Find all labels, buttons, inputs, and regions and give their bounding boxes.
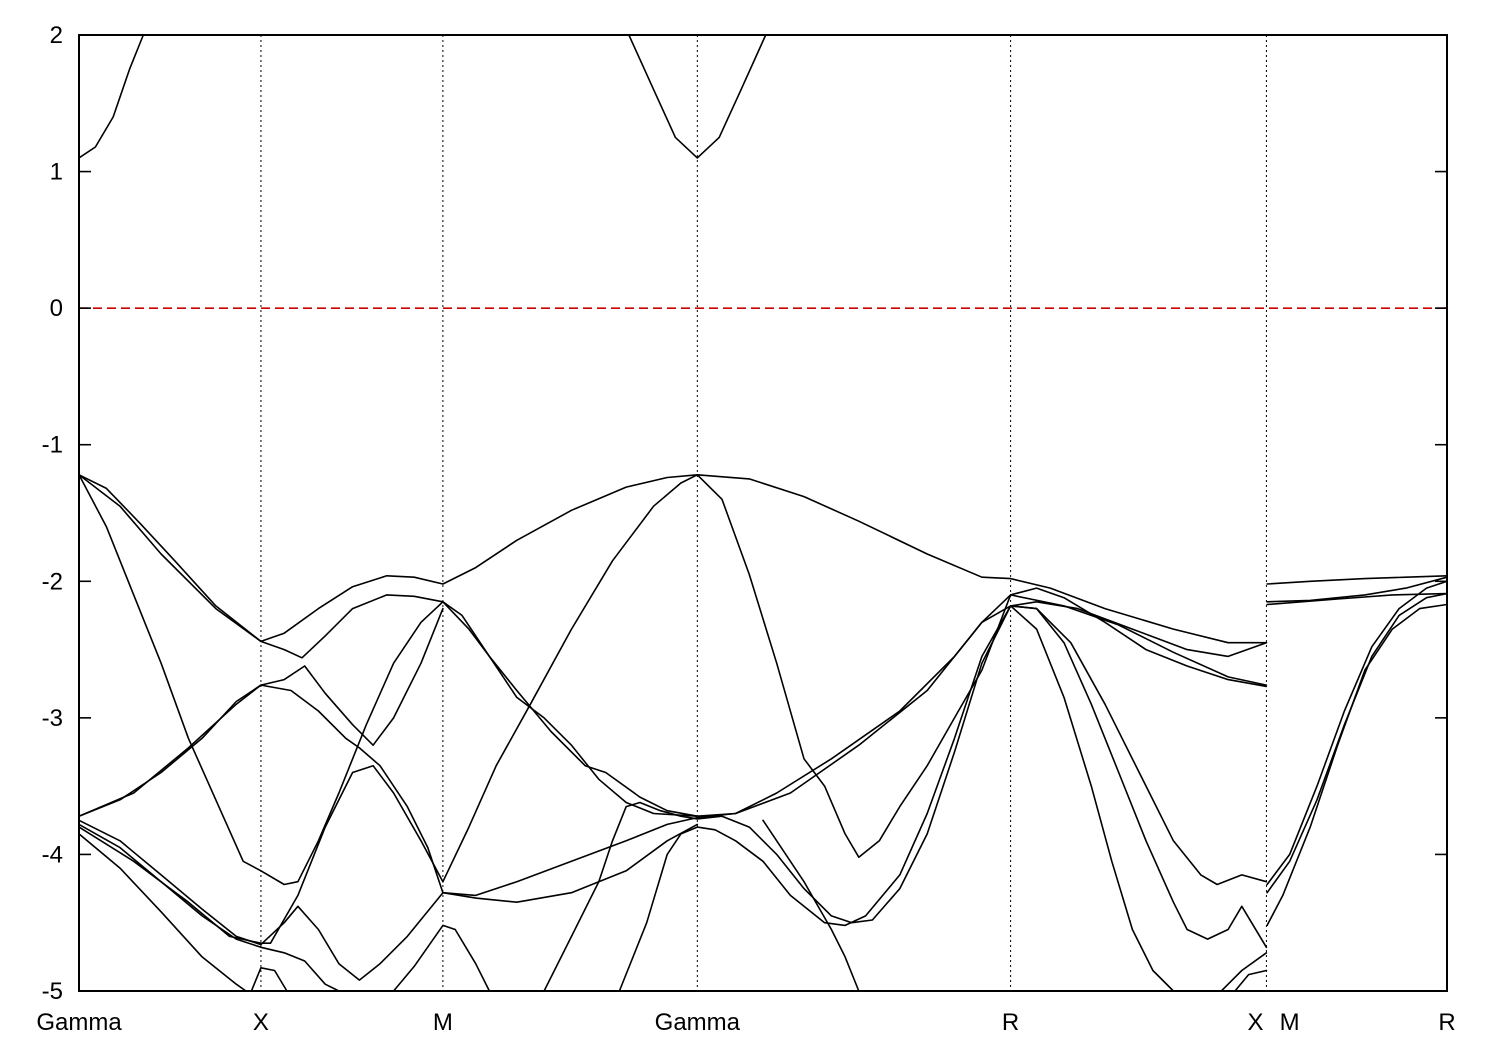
band-10-segment-0 [78, 833, 247, 992]
band-22-segment-0 [1266, 580, 1448, 886]
band-13-segment-0 [618, 605, 1175, 992]
plot-frame [78, 34, 1448, 992]
band-14-segment-0 [762, 819, 860, 992]
x-tick-label: M [433, 1009, 453, 1036]
band-3-segment-0 [78, 473, 699, 886]
band-9-segment-0 [78, 764, 444, 945]
y-tick-label: 1 [50, 159, 63, 186]
band-21-segment-0 [1266, 592, 1448, 894]
x-tick-label: Gamma [36, 1009, 122, 1036]
x-tick-label: X [253, 1009, 269, 1036]
x-tick-label: Gamma [655, 1009, 741, 1036]
band-12-segment-0 [543, 605, 1268, 992]
band-16-segment-0 [1234, 969, 1268, 992]
band-20-segment-0 [1266, 603, 1448, 927]
x-tick-label: X [1247, 1009, 1263, 1036]
band-16-segment-1 [1220, 951, 1268, 992]
band-4-segment-0 [442, 473, 1268, 883]
y-tick-label: -2 [42, 568, 63, 595]
y-tick-label: 2 [50, 22, 63, 49]
band-0-segment-0 [78, 34, 145, 159]
band-18-segment-0 [1266, 576, 1448, 603]
y-tick-label: 0 [50, 295, 63, 322]
band-15-segment-0 [1009, 605, 1268, 886]
band-17-segment-0 [1266, 574, 1448, 585]
band-11-segment-0 [392, 924, 491, 992]
y-tick-label: -1 [42, 432, 63, 459]
band-2-segment-0 [78, 473, 1268, 818]
y-tick-label: -3 [42, 705, 63, 732]
x-tick-label: R [1002, 1009, 1019, 1036]
band-0-segment-1 [628, 34, 767, 159]
band-7-segment-0 [78, 819, 699, 981]
band-19-segment-0 [1266, 592, 1448, 606]
x-tick-label: R [1438, 1009, 1455, 1036]
y-tick-label: -4 [42, 841, 63, 868]
band-5-segment-0 [78, 607, 444, 818]
band-1-segment-0 [78, 473, 1268, 644]
band-10-segment-1 [250, 966, 288, 992]
band-8-segment-0 [78, 823, 340, 992]
y-tick-label: -5 [42, 978, 63, 1005]
band-6-segment-0 [78, 594, 1268, 897]
x-tick-label: M [1280, 1009, 1300, 1036]
